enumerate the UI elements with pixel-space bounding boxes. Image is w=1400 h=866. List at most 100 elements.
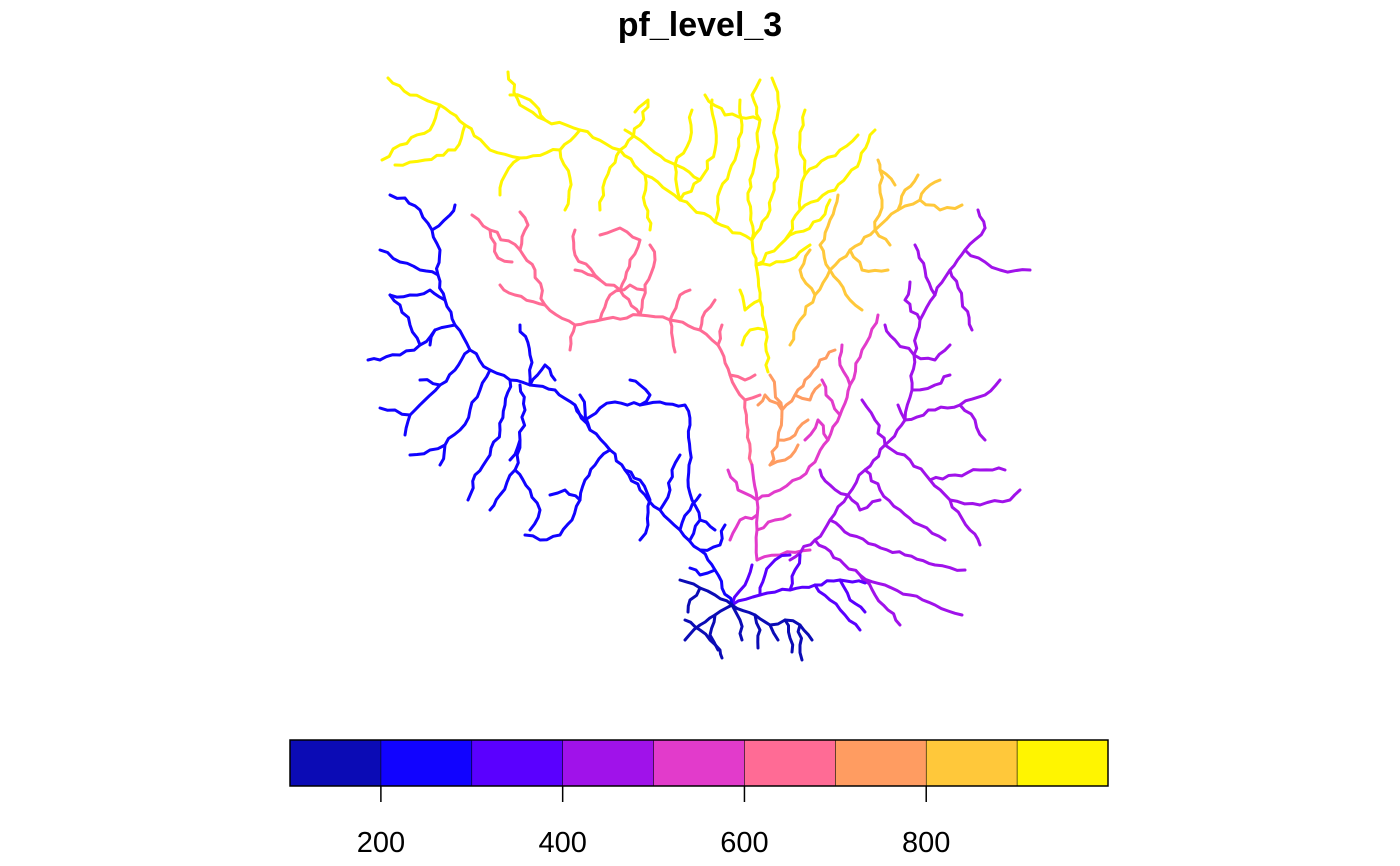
river-segment [668, 318, 677, 354]
river-segment [755, 313, 880, 502]
river-segment [896, 198, 964, 212]
river-segment [948, 488, 1022, 507]
colorbar: 200 400 600 800 [289, 739, 1109, 859]
colorbar-tick-label: 200 [357, 827, 405, 859]
river-segment [378, 248, 440, 277]
river-segment [730, 563, 754, 607]
river-segment [488, 383, 527, 512]
river-segment [618, 98, 650, 152]
river-segment [518, 210, 530, 252]
river-segment [598, 148, 622, 212]
river-segment [408, 368, 492, 457]
river-segment [388, 293, 422, 347]
river-segment [506, 70, 582, 132]
river-segment [428, 328, 437, 347]
river-segment [740, 326, 768, 347]
river-segment [903, 280, 922, 322]
river-segment [838, 578, 867, 614]
river-segment [918, 178, 942, 202]
river-segment [573, 313, 754, 467]
river-segment [466, 378, 513, 502]
river-segment [813, 583, 862, 632]
colorbar-bin [1017, 740, 1108, 786]
colorbar-bin [562, 740, 654, 786]
colorbar-tick-label: 400 [538, 827, 586, 859]
river-segment [754, 243, 812, 267]
river-segment [403, 348, 472, 437]
river-segment [896, 403, 907, 422]
river-segment [728, 513, 759, 542]
river-segment [388, 193, 734, 607]
river-segment [641, 173, 653, 232]
river-segment [430, 203, 457, 232]
river-segment [818, 193, 840, 272]
river-segment [683, 603, 734, 642]
river-segment [673, 108, 694, 202]
river-segment [738, 288, 762, 312]
river-segment [754, 108, 807, 267]
river-segment [366, 323, 457, 362]
river-segment [678, 98, 718, 202]
river-segment [523, 448, 612, 542]
river-segment [828, 268, 864, 312]
river-segment [858, 498, 882, 512]
river-segment [846, 493, 862, 512]
river-segment [598, 226, 642, 292]
river-segment [768, 373, 784, 467]
river-segment [818, 468, 850, 497]
river-segment [803, 418, 830, 442]
river-segment [838, 343, 852, 387]
river-segment [910, 373, 952, 392]
river-segment [873, 158, 884, 232]
river-segment [803, 133, 860, 177]
river-segment [703, 93, 762, 122]
river-segment [903, 378, 1002, 422]
river-segment [488, 228, 514, 264]
river-segment [948, 268, 974, 332]
river-segment [776, 418, 810, 442]
river-segment [730, 603, 744, 642]
river-segment [388, 288, 447, 302]
river-segment [743, 393, 762, 402]
river-network [366, 70, 1032, 662]
river-segment [860, 398, 887, 447]
river-segment [788, 226, 987, 562]
river-segment [848, 248, 890, 273]
river-segment [688, 518, 702, 542]
river-segment [730, 578, 867, 607]
colorbar-bin [290, 740, 381, 786]
river-segment [768, 443, 800, 467]
river-segment [883, 323, 916, 357]
river-segment [796, 623, 804, 662]
colorbar-frame [289, 739, 1109, 787]
colorbar-bin [926, 740, 1018, 786]
river-segment [568, 323, 577, 352]
river-segment [820, 378, 842, 417]
river-segment [798, 248, 817, 297]
river-segment [746, 78, 762, 242]
river-segment [513, 468, 542, 532]
river-segment [976, 208, 987, 230]
river-segment [958, 403, 987, 442]
river-segment [578, 393, 592, 432]
river-segment [963, 248, 1032, 274]
river-segment [623, 468, 652, 542]
river-segment [755, 513, 792, 532]
river-segment [518, 323, 534, 387]
river-segment [658, 453, 682, 512]
river-segment [913, 243, 937, 297]
river-segment [628, 378, 652, 407]
river-segment [698, 298, 717, 332]
river-segment [508, 438, 522, 462]
river-segment [498, 156, 522, 197]
river-segment [623, 128, 702, 182]
colorbar-bin [380, 740, 472, 786]
map-title: pf_level_3 [617, 6, 783, 44]
river-segment [548, 488, 582, 502]
river-segment [783, 198, 832, 242]
river-segment [598, 283, 647, 322]
river-segment [758, 558, 777, 597]
river-segment [773, 553, 792, 562]
river-segment [756, 393, 784, 412]
